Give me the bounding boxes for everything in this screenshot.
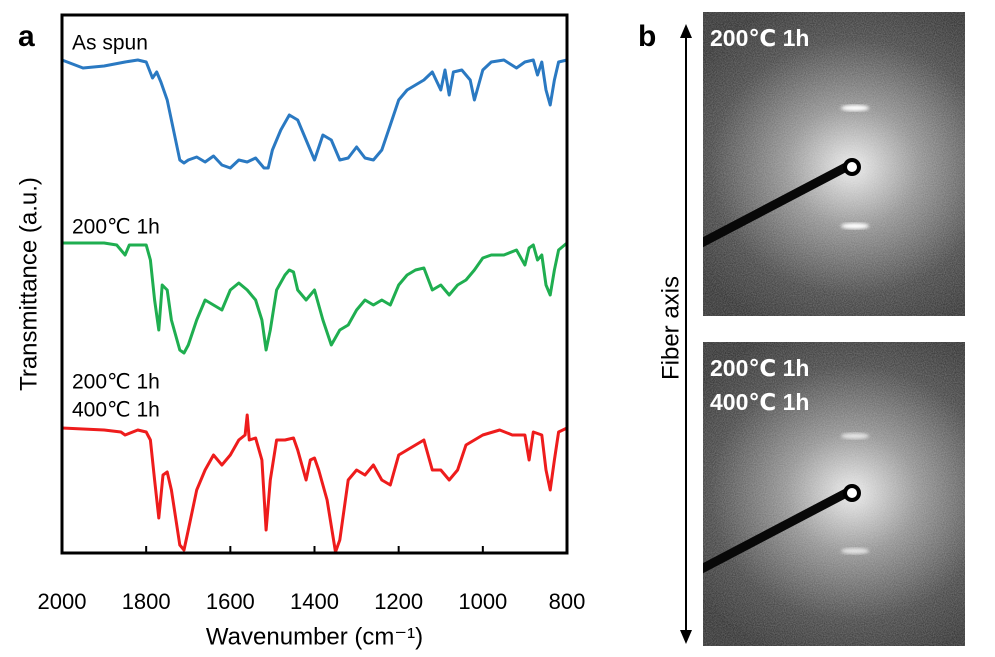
diffraction-panel: b Fiber axis 200℃ 1h 200℃ 1h 400℃ 1h <box>638 12 965 646</box>
diffraction-image: 200℃ 1h <box>703 12 965 316</box>
x-tick-label: 1200 <box>374 589 423 614</box>
plot-frame <box>60 13 569 555</box>
series-label: 400℃ 1h <box>72 399 160 422</box>
beam-stop <box>703 160 855 248</box>
image-label: 200℃ 1h <box>710 355 809 381</box>
fiber-axis-label: Fiber axis <box>657 276 684 380</box>
beam-stop <box>703 486 855 574</box>
spectrum-line <box>61 58 568 170</box>
spectrum-line <box>62 241 568 355</box>
x-axis-label: Wavenumber (cm⁻¹) <box>206 623 423 650</box>
diffraction-spot <box>841 223 869 229</box>
image-label: 400℃ 1h <box>710 389 809 415</box>
diffraction-spot <box>841 433 869 439</box>
arrow-head <box>680 630 692 644</box>
beam-spot <box>847 488 857 498</box>
series-label: 200℃ 1h <box>72 371 160 394</box>
image-noise <box>703 12 965 316</box>
series-label: 200℃ 1h <box>72 216 160 239</box>
x-tick-label: 1800 <box>122 589 171 614</box>
diffraction-spot <box>841 105 869 111</box>
x-tick-label: 1000 <box>458 589 507 614</box>
x-tick-label: 1600 <box>206 589 255 614</box>
y-axis-label: Transmittance (a.u.) <box>15 177 42 391</box>
spectrum-line <box>61 413 568 554</box>
arrow-head <box>680 24 692 38</box>
panel-label: a <box>18 20 35 53</box>
panel-label: b <box>638 20 656 53</box>
series-label: As spun <box>72 32 148 55</box>
x-tick-label: 800 <box>549 589 586 614</box>
image-label: 200℃ 1h <box>710 25 809 51</box>
image-noise <box>703 342 965 646</box>
diffraction-spot <box>841 548 869 554</box>
x-tick-label: 2000 <box>38 589 87 614</box>
diffraction-image: 200℃ 1h 400℃ 1h <box>703 342 965 646</box>
x-tick-label: 1400 <box>290 589 339 614</box>
beam-spot <box>847 162 857 172</box>
spectra-panel: a Transmittance (a.u.) Wavenumber (cm⁻¹) 20… <box>15 13 586 650</box>
